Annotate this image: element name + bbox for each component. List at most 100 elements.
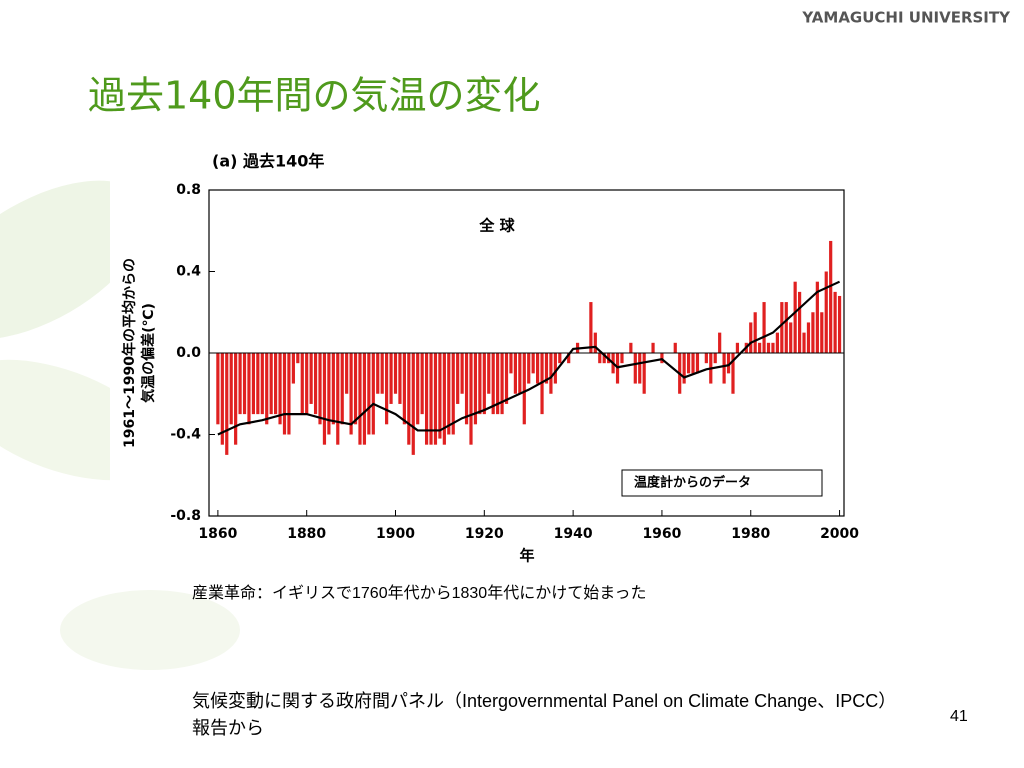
bar — [305, 353, 309, 415]
decoration — [0, 180, 149, 340]
bar — [593, 332, 597, 353]
chart-title: (a) 過去140年 — [212, 152, 324, 171]
bar — [389, 353, 393, 404]
bar — [797, 291, 802, 353]
bar — [509, 353, 513, 374]
bar — [473, 353, 478, 425]
bar — [837, 295, 842, 353]
bar — [429, 353, 433, 445]
bar — [336, 353, 340, 445]
y-axis-label: 1961～1990年の平均からの 気温の偏差(℃) — [121, 258, 157, 448]
bar — [695, 353, 700, 374]
y-tick-label: 0.8 — [176, 182, 201, 198]
bar — [766, 342, 771, 353]
bar — [353, 353, 358, 425]
x-tick-label: 1940 — [554, 526, 593, 542]
x-tick-label: 1880 — [287, 526, 326, 542]
bar — [442, 353, 446, 445]
bar — [686, 353, 691, 374]
bar — [274, 353, 278, 415]
bar — [385, 353, 389, 425]
x-tick-label: 1860 — [198, 526, 237, 542]
bar — [380, 353, 384, 394]
bar — [735, 342, 740, 353]
x-tick-label: 1980 — [731, 526, 770, 542]
bar — [491, 353, 495, 415]
bar — [291, 353, 295, 384]
bar — [331, 353, 335, 425]
trend-line — [217, 280, 841, 436]
bar — [713, 353, 717, 364]
annotation: 全 球 — [478, 217, 515, 235]
bar — [553, 353, 557, 384]
bar — [238, 353, 242, 415]
bar — [602, 353, 606, 364]
logo: YAMAGUCHI UNIVERSITY — [801, 9, 1011, 27]
bar — [287, 353, 291, 435]
bar — [424, 353, 429, 445]
bar — [638, 353, 642, 384]
bar — [376, 353, 380, 394]
bar — [251, 353, 256, 415]
bar — [313, 353, 318, 415]
bar — [531, 353, 535, 374]
bar — [269, 353, 273, 415]
bar — [242, 353, 247, 415]
bar — [673, 342, 677, 353]
bar — [322, 353, 327, 445]
bar — [793, 281, 797, 353]
bar — [451, 353, 455, 435]
x-tick-label: 1900 — [376, 526, 415, 542]
bar — [589, 302, 593, 353]
bar — [536, 353, 540, 384]
bar — [682, 353, 686, 384]
bar — [371, 353, 375, 435]
bar — [478, 353, 482, 415]
bar — [544, 353, 549, 384]
bar — [824, 271, 828, 353]
bar — [229, 353, 233, 425]
bar — [775, 332, 779, 353]
bar — [482, 353, 486, 415]
bar — [549, 353, 553, 394]
bar — [345, 353, 349, 394]
bar — [278, 353, 282, 425]
bar — [758, 342, 762, 353]
bar — [527, 353, 531, 384]
bar — [367, 353, 371, 435]
bar — [789, 322, 793, 353]
bar — [234, 353, 238, 445]
bar — [722, 353, 726, 384]
bar — [309, 353, 313, 404]
bar — [327, 353, 331, 435]
bar — [393, 353, 398, 394]
bar — [318, 353, 322, 425]
bar — [815, 281, 819, 353]
bar — [522, 353, 526, 425]
bar — [642, 353, 646, 394]
bar — [762, 302, 766, 353]
bar — [651, 342, 655, 353]
caption: 産業革命：イギリスで1760年代から1830年代にかけて始まった — [192, 584, 647, 602]
x-tick-label: 1960 — [642, 526, 681, 542]
x-tick-label: 1920 — [465, 526, 504, 542]
bar — [567, 353, 571, 364]
bar — [265, 353, 269, 425]
bar — [420, 353, 424, 415]
y-tick-label: 0.0 — [176, 345, 201, 361]
bar — [402, 353, 406, 425]
bar — [704, 353, 708, 364]
bar — [469, 353, 473, 445]
bar — [598, 353, 602, 364]
bar — [464, 353, 469, 425]
bar — [456, 353, 460, 404]
bar — [518, 353, 522, 394]
bar — [416, 353, 420, 425]
x-axis-label: 年 — [519, 547, 534, 565]
bar — [806, 322, 811, 353]
bar — [247, 353, 251, 425]
bar — [726, 353, 731, 374]
bar — [433, 353, 438, 445]
